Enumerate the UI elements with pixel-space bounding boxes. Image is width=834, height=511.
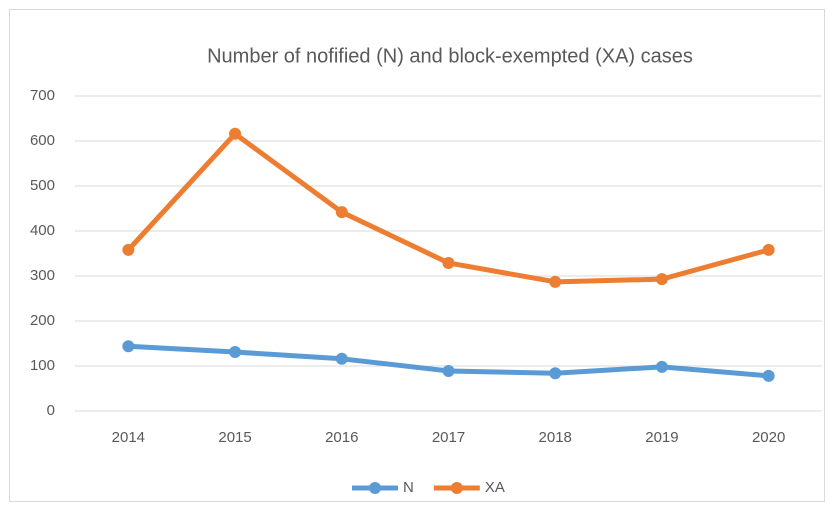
y-tick-label: 300 — [30, 267, 55, 284]
x-tick-label: 2015 — [218, 429, 251, 446]
chart-frame — [9, 9, 825, 502]
data-point — [335, 352, 348, 365]
x-tick-label: 2020 — [752, 429, 785, 446]
data-point — [762, 243, 775, 256]
x-tick-label: 2017 — [432, 429, 465, 446]
y-tick-label: 200 — [30, 312, 55, 329]
legend-marker — [369, 482, 381, 494]
data-point — [335, 206, 348, 219]
legend-label: N — [403, 479, 414, 496]
chart-title: Number of nofified (N) and block-exempte… — [207, 45, 693, 67]
y-tick-label: 0 — [47, 402, 55, 419]
y-tick-label: 500 — [30, 177, 55, 194]
data-point — [549, 275, 562, 288]
y-tick-label: 700 — [30, 87, 55, 104]
data-point — [122, 243, 135, 256]
y-tick-label: 400 — [30, 222, 55, 239]
x-tick-label: 2014 — [112, 429, 145, 446]
data-point — [442, 364, 455, 377]
data-point — [229, 127, 242, 140]
data-point — [762, 369, 775, 382]
data-point — [655, 273, 668, 286]
x-tick-label: 2016 — [325, 429, 358, 446]
y-tick-label: 600 — [30, 132, 55, 149]
data-point — [442, 256, 455, 269]
x-tick-label: 2018 — [539, 429, 572, 446]
legend-marker — [450, 482, 463, 494]
data-point — [229, 346, 242, 359]
legend-label: XA — [485, 479, 505, 496]
data-point — [122, 340, 135, 353]
y-tick-label: 100 — [30, 357, 55, 374]
data-point — [549, 367, 562, 380]
x-tick-label: 2019 — [645, 429, 678, 446]
data-point — [655, 360, 668, 373]
